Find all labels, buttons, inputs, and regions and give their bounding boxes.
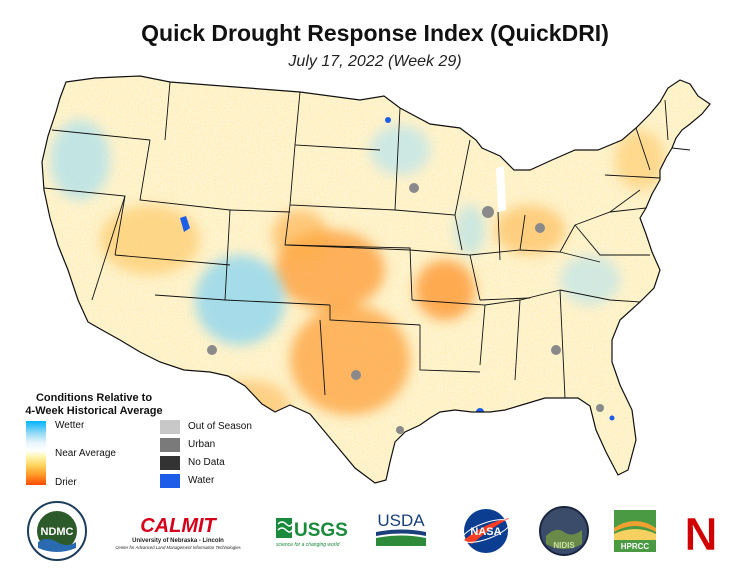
legend-out-of-season: Out of Season <box>160 420 270 434</box>
legend-title-line1: Conditions Relative to <box>35 392 153 404</box>
swatch-urban <box>160 438 180 452</box>
ramp-label-wetter: Wetter <box>55 420 85 431</box>
label-out-of-season: Out of Season <box>188 421 252 432</box>
legend-no-data: No Data <box>160 456 270 470</box>
legend-title: Conditions Relative to 4-Week Historical… <box>24 392 164 418</box>
nasa-logo-text: NASA <box>470 526 501 538</box>
ramp-label-near-average: Near Average <box>55 448 116 459</box>
map-subtitle: July 17, 2022 (Week 29) <box>288 53 462 70</box>
legend-urban: Urban <box>160 438 270 452</box>
nebraska-logo: N <box>684 508 718 561</box>
ndmc-logo-text: NDMC <box>41 526 74 538</box>
us-drought-map <box>41 75 711 484</box>
label-urban: Urban <box>188 439 216 450</box>
state-boundaries <box>43 81 691 399</box>
label-water: Water <box>188 475 215 486</box>
usgs-logo-text: USGS <box>294 520 348 541</box>
swatch-out-of-season <box>160 420 180 434</box>
hprcc-logo-text: HPRCC <box>621 542 650 551</box>
color-ramp <box>26 421 46 485</box>
great-lakes <box>500 136 560 170</box>
lake-michigan <box>496 166 506 212</box>
swatch-water <box>160 474 180 488</box>
legend-title-line2: 4-Week Historical Average <box>25 405 163 417</box>
legend-water: Water <box>160 474 270 488</box>
usgs-tagline: science for a changing world <box>276 542 340 548</box>
ndmc-logo: NDMC <box>27 501 87 561</box>
swatch-no-data <box>160 456 180 470</box>
nidis-logo: NIDIS <box>539 506 589 556</box>
calmit-logo: CALMIT University of Nebraska - Lincoln … <box>115 515 241 550</box>
ramp-label-drier: Drier <box>55 477 77 488</box>
calmit-line1: University of Nebraska - Lincoln <box>132 538 224 544</box>
nidis-logo-text: NIDIS <box>553 541 575 550</box>
usgs-logo: USGS science for a changing world <box>276 518 348 548</box>
calmit-line2: Center for Advanced Land Management Info… <box>115 545 241 550</box>
label-no-data: No Data <box>188 457 225 468</box>
hprcc-logo: HPRCC <box>614 510 656 552</box>
partner-logos: NDMC CALMIT University of Nebraska - Lin… <box>0 500 750 570</box>
usda-logo: USDA <box>376 511 426 546</box>
nebraska-logo-text: N <box>684 508 717 560</box>
map-title: Quick Drought Response Index (QuickDRI) <box>141 20 609 46</box>
nasa-logo: NASA <box>461 509 511 553</box>
usda-logo-text: USDA <box>377 511 425 530</box>
calmit-logo-text: CALMIT <box>140 515 217 537</box>
